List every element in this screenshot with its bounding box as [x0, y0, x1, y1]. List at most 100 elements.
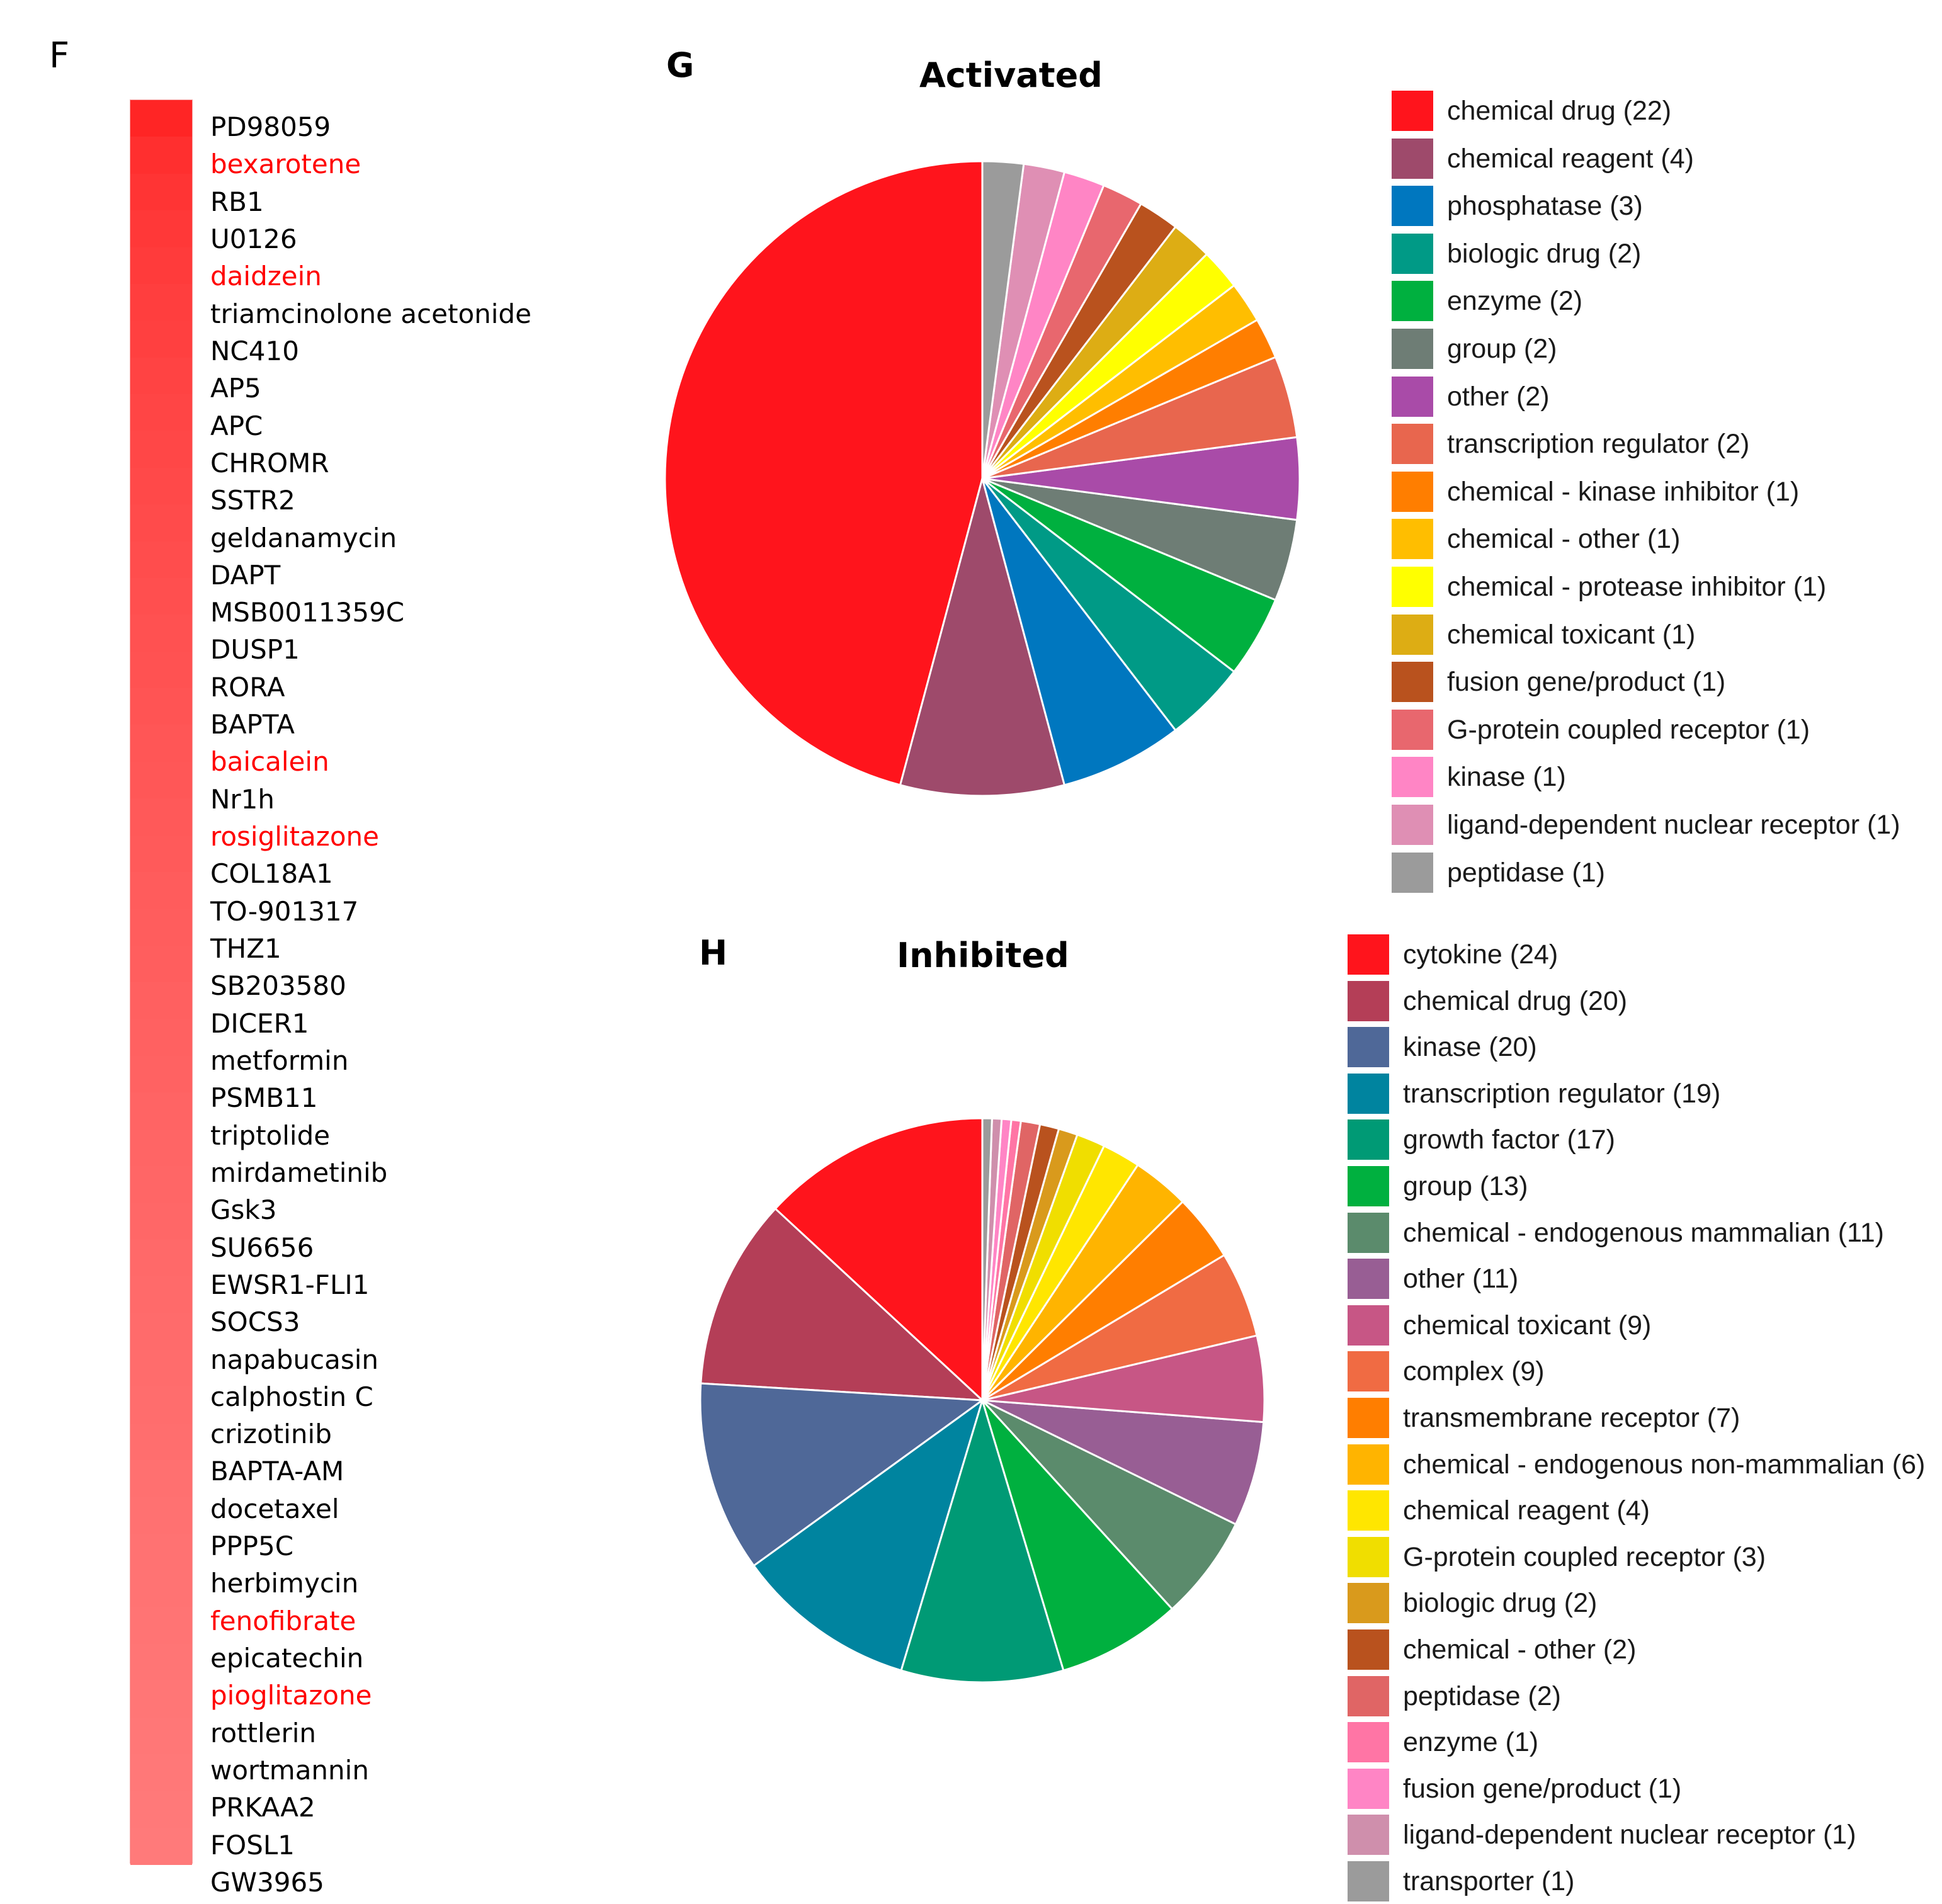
heatmap-label: fenofibrate [210, 1605, 356, 1636]
heatmap-cell [130, 137, 192, 174]
legend-swatch [1348, 980, 1389, 1021]
legend-swatch [1348, 1861, 1389, 1901]
heatmap-cell [130, 651, 192, 689]
heatmap-label: MSB0011359C [210, 597, 405, 628]
heatmap-label: triptolide [210, 1119, 331, 1151]
panel-label-h: H [699, 933, 728, 973]
heatmap-cell [130, 210, 192, 248]
heatmap-cell [130, 1276, 192, 1314]
heatmap-cell [130, 247, 192, 285]
legend-swatch [1348, 1722, 1389, 1763]
legend-label: transporter (1) [1403, 1866, 1575, 1896]
legend-swatch [1348, 1444, 1389, 1485]
heatmap-label: SU6656 [210, 1232, 314, 1263]
legend-label: chemical toxicant (1) [1447, 619, 1696, 650]
legend-label: transcription regulator (19) [1403, 1078, 1721, 1109]
heatmap-cell [130, 1165, 192, 1204]
heatmap-cell [130, 1607, 192, 1645]
pie-slice-cytokine [774, 1117, 984, 1402]
legend-swatch [1392, 567, 1433, 607]
heatmap-cell [130, 1533, 192, 1571]
legend-label: biologic drug (2) [1403, 1588, 1598, 1619]
legend-label: enzyme (1) [1403, 1727, 1539, 1758]
pie-slice-growth-factor [900, 1399, 1065, 1684]
legend-label: chemical - protease inhibitor (1) [1447, 572, 1827, 602]
legend-label: chemical - endogenous mammalian (11) [1403, 1217, 1885, 1248]
heatmap-cell [130, 1497, 192, 1534]
legend-swatch [1392, 471, 1433, 512]
heatmap-label: rosiglitazone [210, 821, 379, 853]
heatmap-label: RB1 [210, 186, 264, 217]
legend-swatch [1348, 1305, 1389, 1346]
heatmap-cell [130, 1055, 192, 1094]
heatmap-cell [130, 320, 192, 358]
legend-swatch [1348, 934, 1389, 975]
heatmap-label: NC410 [210, 335, 299, 366]
legend-swatch [1348, 1583, 1389, 1624]
heatmap-label: wortmannin [210, 1755, 369, 1786]
heatmap-label: docetaxel [210, 1493, 339, 1524]
legend-label: chemical reagent (4) [1403, 1495, 1650, 1526]
legend-label: transmembrane receptor (7) [1403, 1403, 1740, 1433]
heatmap-cell [130, 1643, 192, 1682]
legend-label: chemical - other (1) [1447, 524, 1681, 555]
heatmap-cell [130, 871, 192, 910]
legend-label: fusion gene/product (1) [1447, 667, 1726, 698]
heatmap-label: DICER1 [210, 1007, 309, 1039]
heatmap-cell [130, 1570, 192, 1608]
heatmap-label: metformin [210, 1045, 349, 1076]
legend-swatch [1348, 1768, 1389, 1809]
heatmap-bar [130, 99, 193, 1865]
heatmap-cell [130, 504, 192, 542]
heatmap-cell [130, 982, 192, 1020]
legend-swatch [1348, 1490, 1389, 1531]
heatmap-label: pioglitazone [210, 1680, 372, 1711]
heatmap-cell [130, 173, 192, 212]
heatmap-cell [130, 357, 192, 395]
legend-label: group (13) [1403, 1171, 1528, 1201]
heatmap-label: SOCS3 [210, 1306, 300, 1338]
pie-slice-phosphatase [981, 477, 1177, 786]
legend-label: phosphatase (3) [1447, 191, 1643, 222]
pie-slice-chemical-drug [700, 1208, 984, 1402]
heatmap-cell [130, 1754, 192, 1792]
legend-label: chemical - other (2) [1403, 1635, 1637, 1665]
legend-label: peptidase (2) [1403, 1680, 1561, 1711]
legend-swatch [1392, 519, 1433, 560]
heatmap-label: calphostin C [210, 1381, 373, 1412]
heatmap-cell [130, 1349, 192, 1388]
pie-slice-transporter [981, 1117, 993, 1402]
heatmap-cell [130, 1680, 192, 1718]
heatmap-label: DUSP1 [210, 634, 300, 666]
pie-slice-transcription-regulator [752, 1399, 984, 1672]
legend-label: chemical - endogenous non-mammalian (6) [1403, 1449, 1926, 1480]
legend-swatch [1348, 1815, 1389, 1856]
legend-label: other (11) [1403, 1264, 1519, 1295]
heatmap-label: U0126 [210, 223, 297, 254]
legend-label: G-protein coupled receptor (3) [1403, 1541, 1766, 1572]
heatmap-label: PD98059 [210, 111, 331, 142]
legend-label: chemical reagent (4) [1447, 143, 1694, 174]
legend-label: other (2) [1447, 381, 1550, 412]
heatmap-label: DAPT [210, 559, 281, 591]
legend-label: fusion gene/product (1) [1403, 1773, 1682, 1804]
legend-swatch [1392, 91, 1433, 131]
heatmap-label: SSTR2 [210, 485, 295, 516]
heatmap-cell [130, 1459, 192, 1498]
pie-slice-group [981, 1399, 1173, 1672]
heatmap-cell [130, 945, 192, 983]
legend-swatch [1348, 1629, 1389, 1670]
inhibited-chart-title: Inhibited [897, 936, 1069, 975]
legend-swatch [1348, 1027, 1389, 1068]
heatmap-cell [130, 1092, 192, 1130]
legend-label: group (2) [1447, 334, 1557, 364]
heatmap-label: bexarotene [210, 149, 361, 180]
legend-swatch [1392, 614, 1433, 655]
heatmap-cell [130, 1203, 192, 1240]
pie-slice-peptidase [981, 160, 1025, 480]
heatmap-label: Gsk3 [210, 1194, 277, 1226]
heatmap-cell [130, 1019, 192, 1057]
heatmap-cell [130, 431, 192, 468]
legend-label: cytokine (24) [1403, 939, 1559, 970]
heatmap-label: SB203580 [210, 970, 346, 1002]
